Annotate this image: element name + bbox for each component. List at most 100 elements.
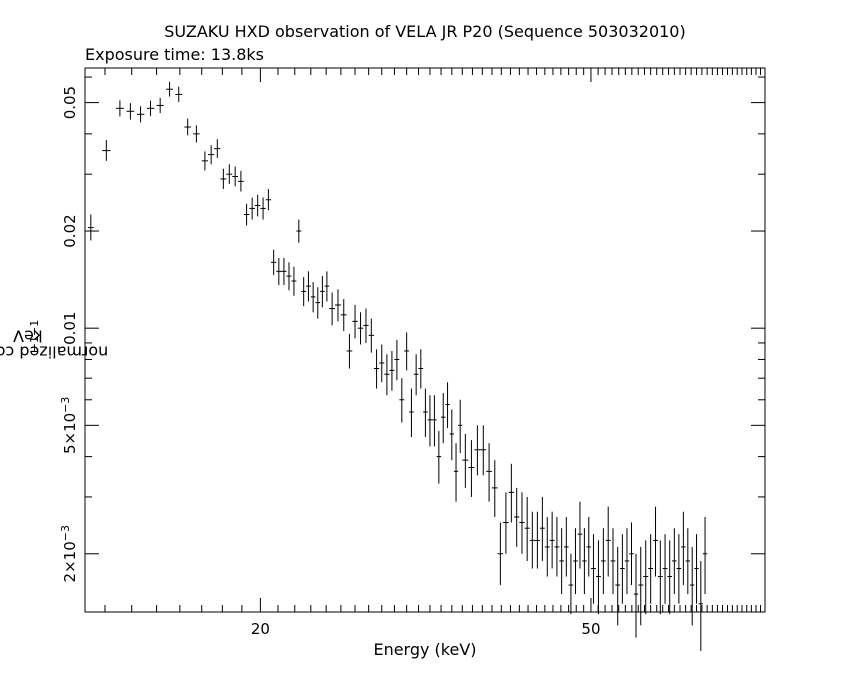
data-point: [586, 516, 591, 577]
data-point: [698, 560, 703, 651]
y-tick-label: 5×10−3: [59, 397, 79, 454]
data-point: [409, 388, 414, 438]
data-point: [115, 100, 124, 117]
data-point: [352, 304, 358, 339]
data-point: [220, 168, 227, 189]
data-point: [254, 194, 261, 217]
data-point: [681, 511, 686, 586]
data-point: [436, 431, 442, 484]
y-tick-label: 0.01: [61, 311, 79, 344]
data-point: [335, 289, 341, 322]
y-tick-label: 0.05: [61, 86, 79, 119]
data-point: [600, 528, 606, 595]
data-point: [126, 103, 135, 120]
data-point: [315, 287, 321, 319]
data-point: [166, 81, 174, 97]
data-point: [667, 540, 673, 615]
data-point: [539, 496, 545, 561]
data-point: [514, 487, 520, 547]
data-point: [474, 425, 481, 476]
y-tick-label: 0.02: [61, 214, 79, 247]
data-point: [676, 534, 682, 604]
data-point: [690, 546, 695, 626]
data-point: [633, 553, 639, 638]
data-point: [458, 399, 463, 454]
data-point: [301, 277, 307, 307]
data-point: [357, 312, 364, 345]
data-point: [449, 409, 454, 461]
data-point: [243, 203, 250, 226]
data-point: [286, 262, 292, 291]
data-point: [427, 395, 433, 447]
data-point: [524, 496, 530, 561]
data-point: [389, 350, 395, 391]
data-point: [329, 292, 336, 326]
data-point: [685, 528, 691, 595]
data-point: [184, 118, 191, 136]
data-point: [643, 540, 649, 615]
data-point: [582, 528, 587, 595]
data-point: [399, 378, 405, 423]
data-point: [563, 516, 569, 577]
data-point: [662, 534, 668, 604]
data-point: [544, 516, 550, 577]
data-point: [648, 534, 654, 604]
data-point: [653, 506, 658, 577]
data-point: [453, 443, 459, 502]
x-tick-label: 50: [581, 620, 600, 638]
data-point: [573, 528, 578, 595]
data-point: [462, 434, 469, 488]
data-point: [413, 354, 419, 396]
data-point: [486, 443, 492, 502]
data-point: [394, 339, 400, 381]
data-point: [310, 282, 316, 313]
x-tick-label: 20: [251, 620, 270, 638]
data-point: [657, 540, 663, 615]
data-point: [208, 145, 215, 165]
data-point: [534, 511, 540, 569]
data-point: [260, 197, 266, 220]
data-point: [590, 534, 596, 604]
data-point: [672, 528, 677, 595]
data-point: [445, 382, 450, 429]
data-point: [214, 139, 221, 158]
data-point: [291, 266, 297, 296]
y-axis-label-mid: keV: [13, 326, 43, 346]
data-point: [497, 522, 504, 586]
data-point: [694, 534, 699, 604]
data-point: [373, 349, 380, 389]
data-point: [232, 166, 239, 187]
data-point: [346, 333, 353, 369]
data-point: [226, 164, 233, 184]
data-point: [638, 546, 644, 626]
data-point: [249, 197, 255, 220]
data-point: [368, 318, 374, 353]
data-point: [529, 511, 535, 569]
data-point: [201, 151, 209, 171]
data-point: [554, 516, 560, 577]
data-point: [379, 344, 385, 383]
data-point: [404, 332, 410, 371]
chart-title: SUZAKU HXD observation of VELA JR P20 (S…: [164, 22, 686, 41]
data-point: [363, 308, 369, 343]
data-point: [87, 214, 94, 241]
data-point: [281, 257, 287, 286]
data-point: [238, 170, 244, 192]
data-point: [384, 354, 390, 396]
y-tick-label: 2×10−3: [59, 525, 79, 582]
data-point: [296, 219, 302, 243]
data-point: [624, 528, 630, 595]
data-point: [508, 463, 515, 523]
data-point: [491, 460, 498, 517]
data-point: [615, 546, 621, 626]
data-point: [271, 249, 277, 276]
data-point: [175, 86, 183, 103]
data-point: [320, 276, 325, 308]
data-point: [156, 97, 164, 114]
data-point: [620, 534, 625, 604]
data-point: [146, 100, 155, 117]
data-point: [265, 188, 272, 211]
data-point: [102, 139, 111, 161]
plot-frame: [84, 67, 766, 613]
